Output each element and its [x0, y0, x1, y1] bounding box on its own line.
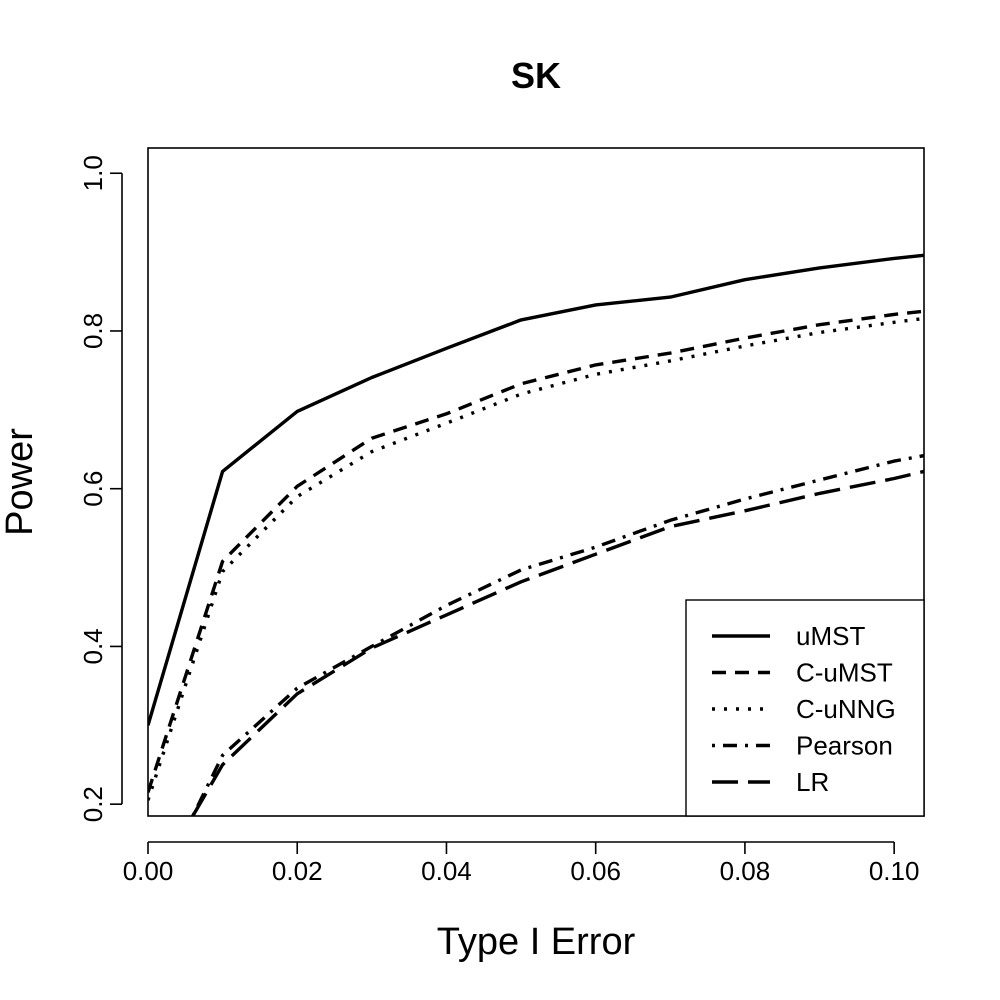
legend-label-pearson: Pearson	[796, 731, 893, 761]
legend-label-lr: LR	[796, 767, 829, 797]
series-c-umst-line	[148, 309, 924, 793]
x-tick-label: 0.02	[272, 856, 323, 886]
y-tick-label: 0.2	[78, 786, 108, 822]
y-tick-label: 0.8	[78, 313, 108, 349]
y-tick-label: 1.0	[78, 155, 108, 191]
y-axis: 0.2 0.4 0.6 0.8 1.0	[78, 155, 123, 822]
series-umst-line	[148, 253, 924, 726]
x-tick-label: 0.06	[570, 856, 621, 886]
x-tick-label: 0.10	[869, 856, 920, 886]
x-axis: 0.00 0.02 0.04 0.06 0.08 0.10	[123, 841, 920, 886]
y-tick-label: 0.6	[78, 471, 108, 507]
x-axis-title: Type I Error	[437, 921, 636, 963]
legend: uMST C-uMST C-uNNG Pearson LR	[685, 599, 925, 817]
chart-title: SK	[511, 55, 561, 96]
x-tick-label: 0.08	[720, 856, 771, 886]
series-lr-line	[191, 469, 924, 816]
y-axis-title: Power	[0, 428, 41, 536]
x-tick-label: 0.00	[123, 856, 174, 886]
legend-label-c-umst: C-uMST	[796, 658, 893, 688]
series-layer	[148, 253, 924, 816]
y-tick-label: 0.4	[78, 628, 108, 664]
series-pearson-line	[191, 453, 924, 816]
x-tick-label: 0.04	[421, 856, 472, 886]
plot-frame	[147, 147, 925, 817]
legend-label-c-unng: C-uNNG	[796, 694, 896, 724]
legend-label-umst: uMST	[796, 621, 865, 651]
